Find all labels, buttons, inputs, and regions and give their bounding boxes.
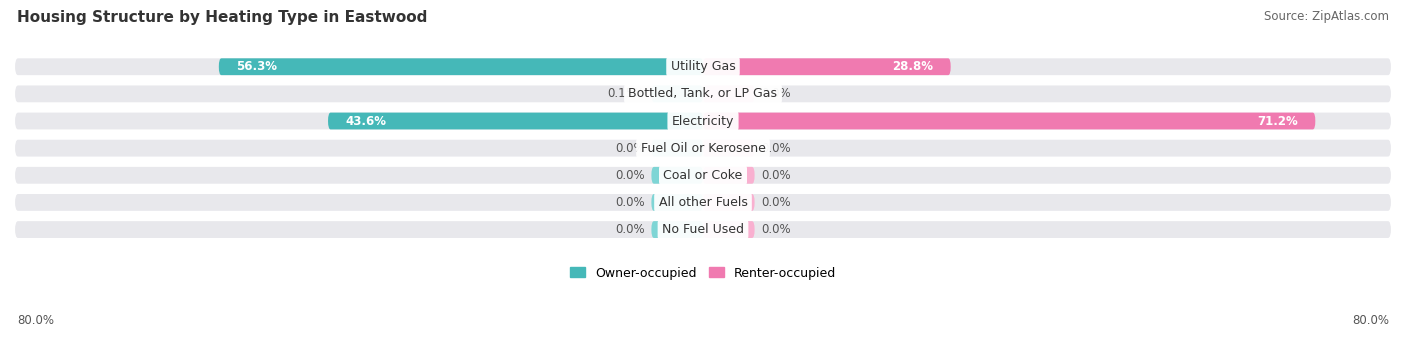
Text: All other Fuels: All other Fuels xyxy=(658,196,748,209)
FancyBboxPatch shape xyxy=(15,140,1391,157)
FancyBboxPatch shape xyxy=(703,58,950,75)
Text: Coal or Coke: Coal or Coke xyxy=(664,169,742,182)
Text: No Fuel Used: No Fuel Used xyxy=(662,223,744,236)
Text: 0.0%: 0.0% xyxy=(762,87,792,100)
FancyBboxPatch shape xyxy=(651,221,703,238)
Text: 0.15%: 0.15% xyxy=(607,87,644,100)
FancyBboxPatch shape xyxy=(651,167,703,184)
Text: 0.0%: 0.0% xyxy=(762,142,792,155)
Text: 0.0%: 0.0% xyxy=(762,196,792,209)
FancyBboxPatch shape xyxy=(15,58,1391,75)
FancyBboxPatch shape xyxy=(219,58,703,75)
FancyBboxPatch shape xyxy=(651,140,703,157)
Text: Bottled, Tank, or LP Gas: Bottled, Tank, or LP Gas xyxy=(628,87,778,100)
Legend: Owner-occupied, Renter-occupied: Owner-occupied, Renter-occupied xyxy=(565,262,841,284)
Text: Fuel Oil or Kerosene: Fuel Oil or Kerosene xyxy=(641,142,765,155)
Text: 0.0%: 0.0% xyxy=(614,142,644,155)
FancyBboxPatch shape xyxy=(703,140,755,157)
Text: Utility Gas: Utility Gas xyxy=(671,60,735,73)
FancyBboxPatch shape xyxy=(703,167,755,184)
Text: 0.0%: 0.0% xyxy=(614,196,644,209)
FancyBboxPatch shape xyxy=(328,113,703,130)
FancyBboxPatch shape xyxy=(15,194,1391,211)
Text: 0.0%: 0.0% xyxy=(614,223,644,236)
FancyBboxPatch shape xyxy=(651,86,703,102)
Text: 0.0%: 0.0% xyxy=(762,223,792,236)
Text: 56.3%: 56.3% xyxy=(236,60,277,73)
Text: 71.2%: 71.2% xyxy=(1257,115,1298,128)
Text: 43.6%: 43.6% xyxy=(346,115,387,128)
Text: 28.8%: 28.8% xyxy=(893,60,934,73)
Text: 0.0%: 0.0% xyxy=(614,169,644,182)
FancyBboxPatch shape xyxy=(15,113,1391,130)
Text: 0.0%: 0.0% xyxy=(762,169,792,182)
FancyBboxPatch shape xyxy=(15,221,1391,238)
Text: Electricity: Electricity xyxy=(672,115,734,128)
Text: Housing Structure by Heating Type in Eastwood: Housing Structure by Heating Type in Eas… xyxy=(17,10,427,25)
FancyBboxPatch shape xyxy=(15,86,1391,102)
FancyBboxPatch shape xyxy=(703,194,755,211)
FancyBboxPatch shape xyxy=(703,86,755,102)
Text: 80.0%: 80.0% xyxy=(1353,314,1389,327)
FancyBboxPatch shape xyxy=(703,113,1316,130)
Text: 80.0%: 80.0% xyxy=(17,314,53,327)
FancyBboxPatch shape xyxy=(651,194,703,211)
Text: Source: ZipAtlas.com: Source: ZipAtlas.com xyxy=(1264,10,1389,23)
FancyBboxPatch shape xyxy=(15,167,1391,184)
FancyBboxPatch shape xyxy=(703,221,755,238)
